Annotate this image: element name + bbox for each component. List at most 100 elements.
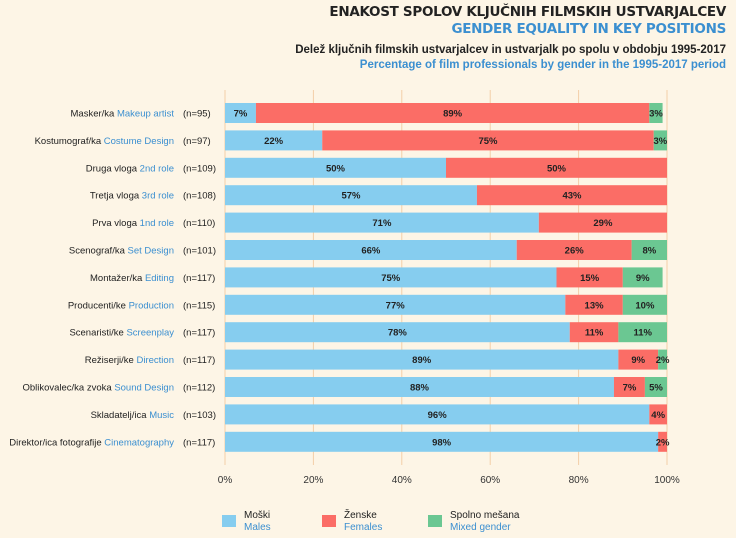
x-tick-label: 60% [480, 475, 500, 486]
data-label-mixed: 10% [635, 300, 655, 311]
bar-segment-female [538, 212, 667, 233]
category-count: (n=108) [183, 191, 216, 202]
data-label-female: 75% [478, 136, 498, 147]
category-label: Scenaristi/ke Screenplay [69, 328, 174, 339]
bar-segment-male [225, 294, 566, 315]
bar-segment-male [225, 157, 446, 178]
data-label-male: 71% [372, 218, 392, 229]
bar-segment-male [225, 212, 539, 233]
data-label-male: 88% [410, 383, 430, 394]
bar-segment-female [255, 103, 650, 123]
chart-subtitle: Delež ključnih filmskih ustvarjalcev in … [295, 44, 726, 56]
legend-female-label: Ženske [344, 510, 377, 521]
data-label-male: 66% [361, 246, 381, 257]
data-label-female: 29% [593, 218, 613, 229]
data-label-female: 26% [565, 246, 585, 257]
category-label: Scenograf/ka Set Design [69, 246, 174, 257]
bar-segment-mixed [622, 294, 667, 315]
bar-segment-mixed [631, 240, 667, 260]
data-label-female: 15% [580, 273, 600, 284]
category-label: Masker/ka Makeup artist [71, 109, 175, 120]
bar-segment-female [649, 404, 667, 425]
data-label-male: 77% [386, 300, 406, 311]
data-label-female: 9% [631, 355, 645, 366]
bar-segment-mixed [658, 349, 667, 370]
chart-title-english: GENDER EQUALITY IN KEY POSITIONS [451, 21, 726, 37]
x-tick-label: 100% [654, 475, 680, 486]
bar-segment-mixed [622, 267, 663, 288]
data-label-male: 57% [341, 191, 361, 202]
legend-mixed-label: Spolno mešana [450, 510, 520, 521]
legend-male-swatch [222, 515, 236, 527]
data-label-male: 75% [381, 273, 401, 284]
legend-male-label-english: Males [244, 522, 271, 533]
data-label-male: 78% [388, 328, 408, 339]
category-label: Oblikovalec/ka zvoka Sound Design [22, 383, 174, 394]
bar-segment-male [225, 267, 557, 288]
category-count: (n=117) [183, 355, 215, 366]
legend-male-label: Moški [244, 510, 271, 521]
category-count: (n=115) [183, 300, 215, 311]
data-label-mixed: 3% [649, 109, 663, 120]
category-count: (n=101) [183, 246, 216, 257]
category-label: Prva vloga 1nd role [92, 218, 174, 229]
bar-segment-mixed [653, 130, 667, 151]
category-label: Direktor/ica fotografije Cinematography [9, 437, 174, 448]
chart-subtitle-english: Percentage of film professionals by gend… [359, 59, 726, 71]
category-count: (n=117) [183, 328, 215, 339]
category-count: (n=117) [183, 273, 215, 284]
bar-segment-female [565, 294, 623, 315]
x-tick-label: 20% [303, 475, 323, 486]
bar-segment-female [476, 185, 667, 206]
x-tick-label: 40% [392, 475, 412, 486]
data-label-female: 11% [585, 328, 604, 339]
data-label-female: 2% [656, 437, 670, 448]
bar-segment-male [225, 377, 614, 397]
data-label-mixed: 11% [633, 328, 652, 339]
category-label: Skladatelj/ica Music [91, 410, 175, 421]
bar-segment-female [658, 431, 667, 452]
x-tick-label: 80% [569, 475, 589, 486]
bar-segment-mixed [618, 322, 667, 343]
bar-segment-male [225, 404, 650, 425]
category-label: Režiserji/ke Direction [85, 355, 174, 366]
legend-mixed-swatch [428, 515, 442, 527]
bar-segment-female [569, 322, 619, 343]
bar-segment-male [225, 185, 477, 206]
bar-segment-female [516, 240, 632, 260]
data-label-female: 13% [585, 300, 605, 311]
data-label-male: 96% [428, 410, 448, 421]
bar-segment-female [322, 130, 654, 151]
chart-title: ENAKOST SPOLOV KLJUČNIH FILMSKIH USTVARJ… [329, 4, 726, 20]
data-label-male: 98% [432, 437, 452, 448]
data-label-male: 7% [234, 109, 248, 120]
bar-segment-male [225, 322, 570, 343]
category-label: Kostumograf/ka Costume Design [35, 136, 174, 147]
data-label-female: 43% [562, 191, 582, 202]
data-label-female: 4% [651, 410, 665, 421]
bar-segment-mixed [649, 103, 663, 123]
category-count: (n=109) [183, 163, 216, 174]
legend-female-label-english: Females [344, 522, 383, 533]
bar-segment-male [225, 349, 619, 370]
data-label-female: 89% [443, 109, 463, 120]
data-label-mixed: 9% [636, 273, 650, 284]
bar-segment-male [225, 103, 256, 123]
x-tick-label: 0% [218, 475, 233, 486]
bar-segment-female [618, 349, 659, 370]
data-label-male: 22% [264, 136, 284, 147]
data-label-mixed: 5% [649, 383, 663, 394]
bar-segment-mixed [644, 377, 667, 397]
data-label-male: 89% [412, 355, 432, 366]
category-label: Montažer/ka Editing [90, 273, 174, 284]
data-label-male: 50% [326, 163, 346, 174]
data-label-mixed: 3% [654, 136, 668, 147]
category-label: Producenti/ke Production [68, 300, 174, 311]
bar-segment-female [556, 267, 623, 288]
category-count: (n=103) [183, 410, 216, 421]
category-count: (n=97) [183, 136, 211, 147]
bar-segment-female [613, 377, 645, 397]
category-count: (n=112) [183, 383, 215, 394]
category-count: (n=110) [183, 218, 215, 229]
data-label-female: 7% [623, 383, 637, 394]
